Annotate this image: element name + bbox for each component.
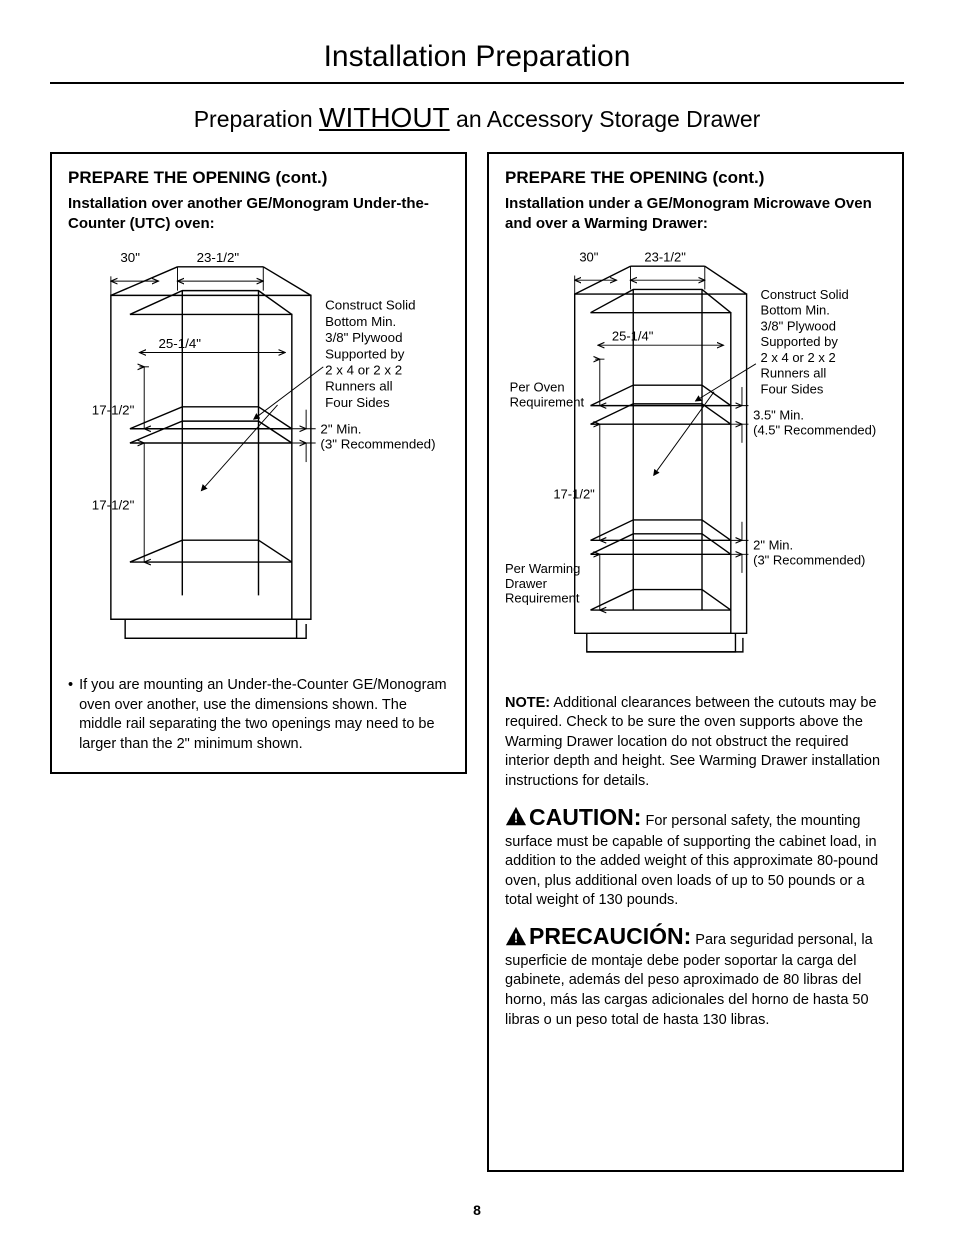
caution-block: ! CAUTION: For personal safety, the moun… [505,802,886,911]
warning-icon: ! [505,806,527,826]
bullet-dot: • [68,676,73,754]
svg-text:Requirement: Requirement [510,395,585,410]
svg-text:Requirement: Requirement [505,591,580,606]
svg-text:2 x 4 or 2 x 2: 2 x 4 or 2 x 2 [761,350,836,365]
right-heading: PREPARE THE OPENING (cont.) [505,168,886,188]
svg-text:3/8" Plywood: 3/8" Plywood [761,318,836,333]
svg-text:Runners all: Runners all [761,366,827,381]
svg-text:23-1/2": 23-1/2" [644,250,686,265]
svg-text:2" Min.: 2" Min. [753,538,793,553]
svg-text:Runners all: Runners all [325,379,392,394]
svg-text:Four Sides: Four Sides [325,395,390,410]
page-title: Installation Preparation [50,40,904,84]
note-body: Additional clearances between the cutout… [505,695,880,789]
right-subheading: Installation under a GE/Monogram Microwa… [505,194,886,233]
subtitle-without: WITHOUT [319,102,450,133]
svg-text:Supported by: Supported by [761,334,839,349]
left-bullet: • If you are mounting an Under-the-Count… [68,676,449,754]
svg-text:3.5" Min.: 3.5" Min. [753,408,804,423]
right-column: PREPARE THE OPENING (cont.) Installation… [487,152,904,1172]
svg-text:2" Min.: 2" Min. [320,421,361,436]
svg-text:17-1/2": 17-1/2" [553,487,595,502]
page-number: 8 [50,1202,904,1218]
warning-icon: ! [505,926,527,946]
subtitle-post: an Accessory Storage Drawer [450,106,761,132]
svg-text:23-1/2": 23-1/2" [197,250,240,265]
left-subheading: Installation over another GE/Monogram Un… [68,194,449,233]
svg-text:Drawer: Drawer [505,576,548,591]
left-diagram: 30" 23-1/2" 25-1/4" 17-1/2" 17-1/2" [68,243,449,662]
svg-text:(3" Recommended): (3" Recommended) [753,553,865,568]
right-note: NOTE: Additional clearances between the … [505,694,886,792]
svg-text:17-1/2": 17-1/2" [92,402,135,417]
note-label: NOTE: [505,695,550,711]
svg-text:Construct Solid: Construct Solid [761,287,849,302]
svg-text:Construct Solid: Construct Solid [325,298,415,313]
svg-text:Supported by: Supported by [325,346,405,361]
left-heading: PREPARE THE OPENING (cont.) [68,168,449,188]
svg-text:30": 30" [120,250,140,265]
svg-text:(3" Recommended): (3" Recommended) [320,437,435,452]
svg-text:25-1/4": 25-1/4" [158,336,201,351]
svg-text:!: ! [514,811,518,826]
caution-lead: CAUTION: [529,804,641,830]
svg-text:Per Warming: Per Warming [505,561,580,576]
left-column: PREPARE THE OPENING (cont.) Installation… [50,152,467,774]
left-bullet-text: If you are mounting an Under-the-Counter… [79,676,449,754]
svg-text:2 x 4 or 2 x 2: 2 x 4 or 2 x 2 [325,362,402,377]
svg-text:!: ! [514,930,518,945]
svg-text:Bottom Min.: Bottom Min. [761,303,830,318]
svg-text:30": 30" [579,250,598,265]
svg-text:3/8" Plywood: 3/8" Plywood [325,330,402,345]
svg-text:17-1/2": 17-1/2" [92,498,135,513]
page-subtitle: Preparation WITHOUT an Accessory Storage… [50,102,904,134]
svg-text:Four Sides: Four Sides [761,382,824,397]
precaucion-lead: PRECAUCIÓN: [529,923,691,949]
right-diagram: 30" 23-1/2" 25-1/4" Per Oven Requirement… [505,243,886,680]
svg-text:Per Oven: Per Oven [510,380,565,395]
svg-text:Bottom Min.: Bottom Min. [325,314,396,329]
svg-text:25-1/4": 25-1/4" [612,329,654,344]
precaucion-block: ! PRECAUCIÓN: Para seguridad personal, l… [505,921,886,1030]
svg-text:(4.5" Recommended): (4.5" Recommended) [753,422,876,437]
subtitle-pre: Preparation [194,106,319,132]
